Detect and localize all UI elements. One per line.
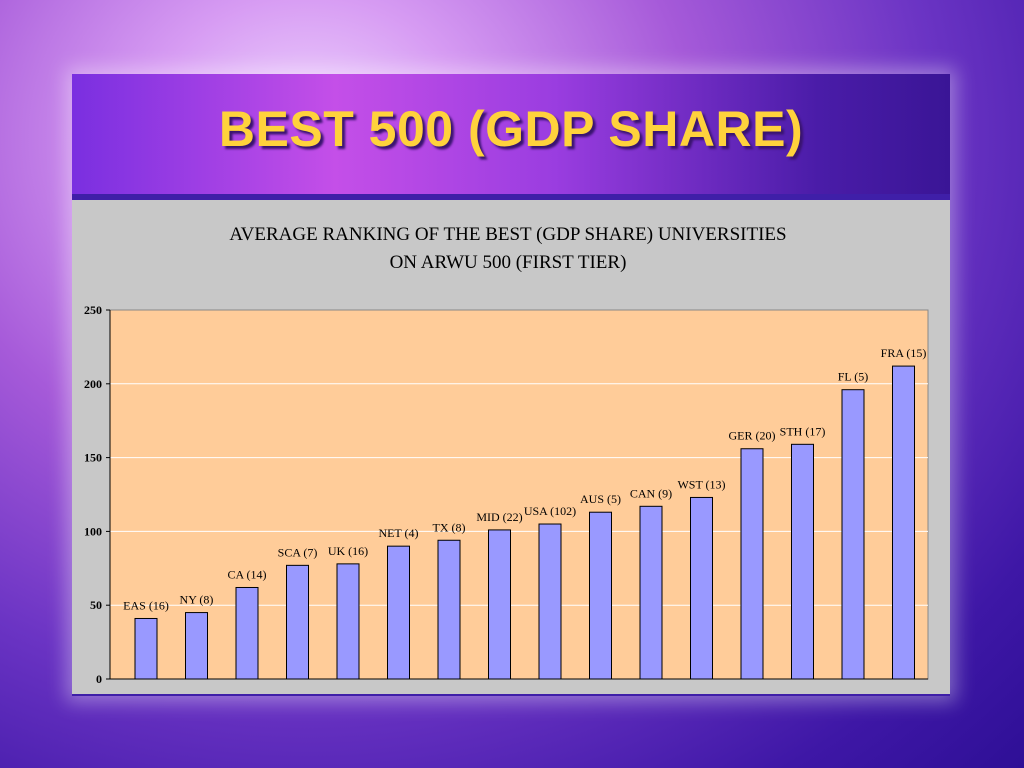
bar-label: USA (102) <box>524 504 576 518</box>
bar <box>740 448 764 680</box>
bar-label: NY (8) <box>180 593 214 607</box>
chart-title-line2: ON ARWU 500 (FIRST TIER) <box>390 252 627 273</box>
bar <box>690 496 713 680</box>
bar-label: FL (5) <box>838 370 869 384</box>
bar <box>185 612 208 680</box>
y-tick-label: 50 <box>90 598 102 612</box>
bar <box>589 511 612 680</box>
bar <box>134 617 158 680</box>
bars <box>134 365 915 680</box>
bar-chart: AVERAGE RANKING OF THE BEST (GDP SHARE) … <box>84 224 929 686</box>
bar <box>639 505 663 680</box>
bar-label: STH (17) <box>780 424 826 438</box>
title-band: BEST 500 (GDP SHARE) <box>72 74 950 194</box>
y-tick-label: 100 <box>84 524 102 538</box>
y-tick-label: 0 <box>96 672 102 686</box>
bar <box>437 539 461 680</box>
bar <box>892 365 915 680</box>
bar <box>791 443 814 680</box>
bar-label: AUS (5) <box>580 492 621 506</box>
bar-label: EAS (16) <box>123 598 169 612</box>
slide-title: BEST 500 (GDP SHARE) <box>218 101 804 157</box>
bar-label: CA (14) <box>228 567 267 581</box>
bar-label: SCA (7) <box>278 545 318 559</box>
bar <box>488 529 511 680</box>
chart-title-line1: AVERAGE RANKING OF THE BEST (GDP SHARE) … <box>229 224 786 245</box>
bar-labels: EAS (16) NY (8) CA (14) SCA (7) UK (16) NET (… <box>123 346 926 612</box>
bar-label: TX (8) <box>433 520 466 534</box>
bar <box>235 586 259 680</box>
bar-label: MID (22) <box>476 510 522 524</box>
bar <box>841 389 865 680</box>
y-tick-label: 150 <box>84 451 102 465</box>
bar <box>286 564 309 680</box>
bar <box>538 523 562 680</box>
y-tick-label: 250 <box>84 303 102 317</box>
bar <box>387 545 410 680</box>
bar-label: FRA (15) <box>881 346 927 360</box>
bar-label: WST (13) <box>677 477 725 491</box>
chart-container: AVERAGE RANKING OF THE BEST (GDP SHARE) … <box>72 200 950 694</box>
bar-label: GER (20) <box>729 429 776 443</box>
bar-label: UK (16) <box>328 544 368 558</box>
y-tick-label: 200 <box>84 377 102 391</box>
slide-panel: BEST 500 (GDP SHARE) AVERAGE RANKING OF … <box>72 74 950 696</box>
bar <box>336 563 360 680</box>
bar-label: CAN (9) <box>630 486 672 500</box>
bar-label: NET (4) <box>378 526 418 540</box>
